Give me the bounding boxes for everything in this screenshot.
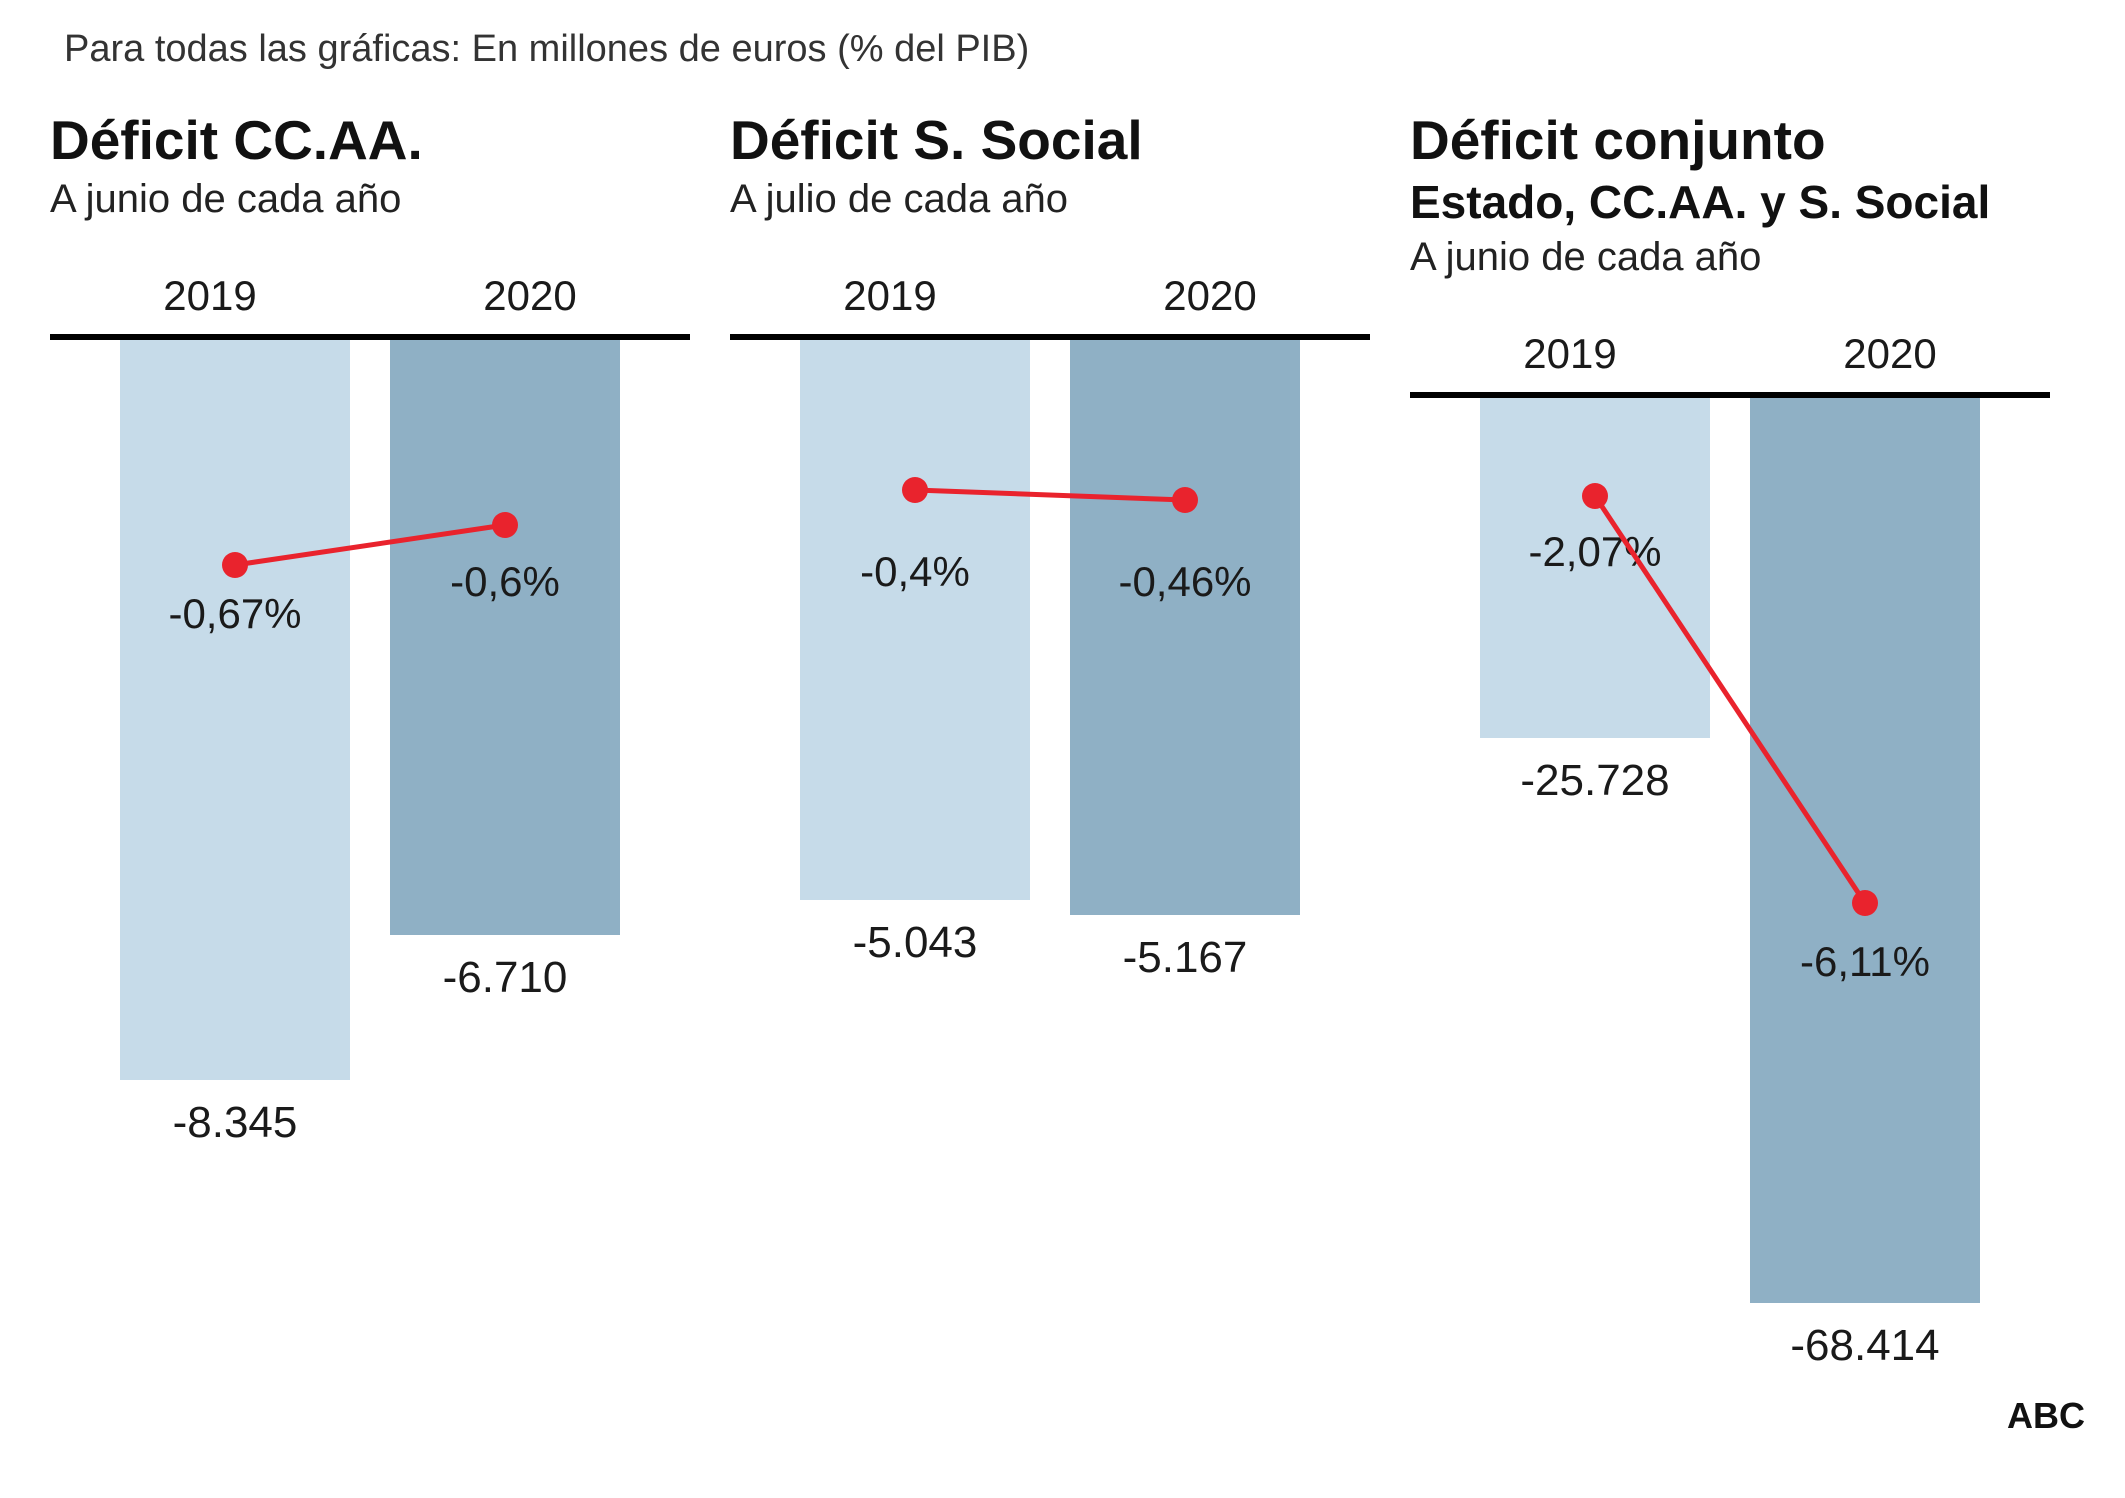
pct-label-2019: -0,4% <box>800 548 1030 596</box>
year-label: 2020 <box>1730 330 2050 378</box>
chart-area: -2,07%-25.728-6,11%-68.414 <box>1410 398 2050 1298</box>
year-label: 2020 <box>1050 272 1370 320</box>
panel-title: Déficit S. Social <box>730 110 1370 171</box>
panel-subtitle-strong: Estado, CC.AA. y S. Social <box>1410 175 2050 229</box>
pct-label-2019: -2,07% <box>1480 528 1710 576</box>
value-label-2019: -25.728 <box>1480 756 1710 806</box>
value-label-2019: -8.345 <box>120 1098 350 1148</box>
panels-row: Déficit CC.AA.A junio de cada año2019202… <box>50 110 2080 1298</box>
years-row: 20192020 <box>50 272 690 320</box>
chart-area: -0,4% -5.043 -0,46% -5.167 <box>730 340 1370 1240</box>
pct-label-2020: -6,11% <box>1750 938 1980 986</box>
year-label: 2019 <box>1410 330 1730 378</box>
panel-title: Déficit CC.AA. <box>50 110 690 171</box>
pct-label-2019: -0,67% <box>120 590 350 638</box>
pct-label-2020: -0,46% <box>1070 558 1300 606</box>
panel-conjunto: Déficit conjuntoEstado, CC.AA. y S. Soci… <box>1410 110 2050 1298</box>
bar-2020 <box>1750 398 1980 1303</box>
panel-subtitle: A junio de cada año <box>1410 235 2050 280</box>
bar-2019 <box>120 340 350 1080</box>
value-label-2020: -6.710 <box>390 953 620 1003</box>
bar-2019 <box>800 340 1030 900</box>
pct-label-2020: -0,6% <box>390 558 620 606</box>
year-label: 2020 <box>370 272 690 320</box>
year-label: 2019 <box>730 272 1050 320</box>
value-label-2020: -68.414 <box>1750 1321 1980 1371</box>
panel-title: Déficit conjunto <box>1410 110 2050 171</box>
panel-subtitle: A julio de cada año <box>730 177 1370 222</box>
year-label: 2019 <box>50 272 370 320</box>
years-row: 20192020 <box>730 272 1370 320</box>
bar-2020 <box>1070 340 1300 915</box>
global-caption: Para todas las gráficas: En millones de … <box>64 28 1029 71</box>
footer-credit: ABC <box>2007 1395 2085 1437</box>
bar-2020 <box>390 340 620 935</box>
panel-subtitle: A junio de cada año <box>50 177 690 222</box>
chart-area: -0,67% -8.345 -0,6% -6.710 <box>50 340 690 1240</box>
years-row: 20192020 <box>1410 330 2050 378</box>
panel-ccaa: Déficit CC.AA. A junio de cada año 2019202… <box>50 110 690 1298</box>
panel-ssocial: Déficit S. Social A julio de cada año 2019… <box>730 110 1370 1298</box>
value-label-2019: -5.043 <box>800 918 1030 968</box>
value-label-2020: -5.167 <box>1070 933 1300 983</box>
